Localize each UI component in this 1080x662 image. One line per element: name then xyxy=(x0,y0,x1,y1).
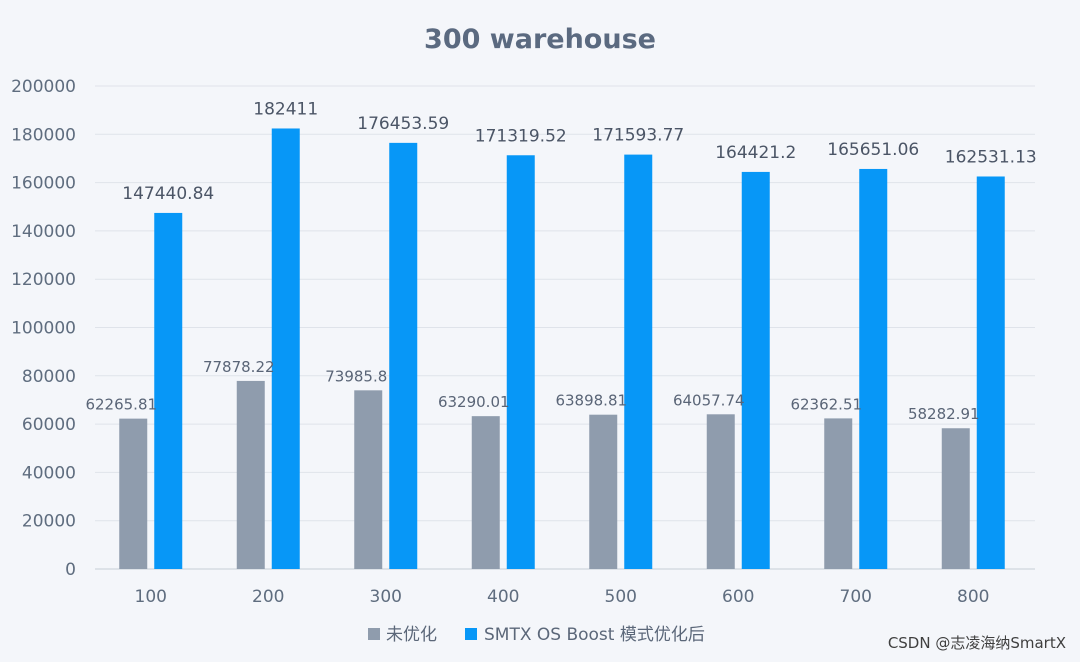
y-tick-label: 0 xyxy=(65,560,76,580)
bar-boost xyxy=(859,168,888,569)
y-tick-label: 160000 xyxy=(11,174,76,194)
data-label-unoptimized: 62265.81 xyxy=(85,396,157,414)
data-label-boost: 165651.06 xyxy=(827,140,919,160)
y-tick-label: 20000 xyxy=(22,512,76,532)
bar-unoptimized xyxy=(119,418,148,569)
y-tick-label: 60000 xyxy=(22,415,76,435)
bar-unoptimized xyxy=(941,428,970,569)
data-label-boost: 171319.52 xyxy=(475,126,567,146)
y-tick-label: 80000 xyxy=(22,367,76,387)
data-label-unoptimized: 63290.01 xyxy=(438,393,510,411)
bar-boost xyxy=(389,142,418,570)
data-label-unoptimized: 64057.74 xyxy=(673,391,745,409)
x-axis-ticks: 100 200 300 400 500 600 700 800 xyxy=(135,587,990,607)
x-tick-label: 300 xyxy=(370,587,402,607)
bars xyxy=(119,128,1005,570)
bar-boost xyxy=(154,212,183,570)
x-tick-label: 800 xyxy=(957,587,989,607)
bar-boost xyxy=(741,171,770,570)
x-tick-label: 500 xyxy=(605,587,637,607)
bar-unoptimized xyxy=(824,418,853,569)
y-tick-label: 120000 xyxy=(11,270,76,290)
data-label-unoptimized: 77878.22 xyxy=(203,358,275,376)
y-tick-label: 200000 xyxy=(11,77,76,97)
data-label-unoptimized: 62362.51 xyxy=(790,395,862,413)
y-tick-label: 180000 xyxy=(11,125,76,145)
bar-boost xyxy=(506,155,535,569)
x-tick-label: 400 xyxy=(487,587,519,607)
legend-swatch-unoptimized xyxy=(368,628,380,640)
y-tick-label: 40000 xyxy=(22,463,76,483)
y-axis-ticks: 0 20000 40000 60000 80000 100000 120000 140000 1… xyxy=(11,77,76,580)
bar-unoptimized xyxy=(354,390,383,569)
data-label-boost: 147440.84 xyxy=(122,184,214,204)
x-tick-label: 200 xyxy=(252,587,284,607)
data-label-boost: 162531.13 xyxy=(945,147,1037,167)
legend-label-boost: SMTX OS Boost 模式优化后 xyxy=(484,625,705,645)
data-label-unoptimized: 63898.81 xyxy=(555,392,627,410)
data-label-unoptimized: 58282.91 xyxy=(908,405,980,423)
y-tick-label: 140000 xyxy=(11,222,76,242)
watermark: CSDN @志凌海纳SmartX xyxy=(888,634,1066,652)
bar-unoptimized xyxy=(589,414,618,569)
bar-boost xyxy=(271,128,300,570)
data-label-boost: 164421.2 xyxy=(715,143,796,163)
bar-boost xyxy=(624,154,653,569)
x-tick-label: 600 xyxy=(722,587,754,607)
data-label-boost: 176453.59 xyxy=(357,114,449,134)
x-tick-label: 700 xyxy=(840,587,872,607)
data-label-boost: 171593.77 xyxy=(592,126,684,146)
bar-unoptimized xyxy=(471,416,500,569)
data-labels: 62265.81 147440.84 77878.22 182411 73985.8 17… xyxy=(85,99,1036,423)
legend-label-unoptimized: 未优化 xyxy=(386,625,437,645)
x-tick-label: 100 xyxy=(135,587,167,607)
chart-title: 300 warehouse xyxy=(424,24,656,55)
legend-swatch-boost xyxy=(465,628,477,640)
bar-unoptimized xyxy=(706,414,735,569)
data-label-boost: 182411 xyxy=(253,99,318,119)
y-tick-label: 100000 xyxy=(11,319,76,339)
legend: 未优化 SMTX OS Boost 模式优化后 xyxy=(368,625,705,645)
data-label-unoptimized: 73985.8 xyxy=(325,367,387,385)
bar-unoptimized xyxy=(236,380,265,569)
bar-boost xyxy=(976,176,1005,570)
